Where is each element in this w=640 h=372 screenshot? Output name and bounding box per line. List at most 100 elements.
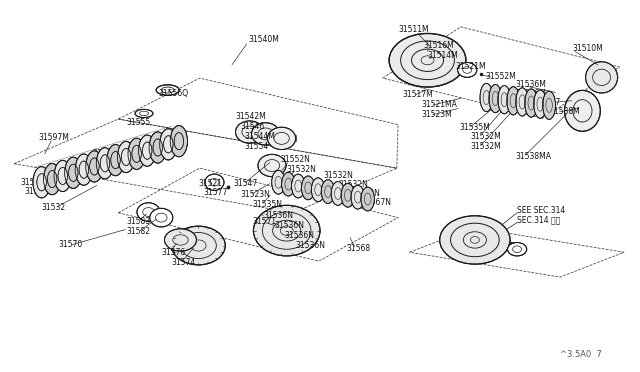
Text: 31532M: 31532M: [470, 142, 501, 151]
Ellipse shape: [268, 127, 296, 150]
Ellipse shape: [86, 151, 103, 182]
Text: 31516M: 31516M: [424, 41, 454, 50]
Ellipse shape: [132, 145, 141, 163]
Ellipse shape: [440, 216, 510, 264]
Ellipse shape: [525, 89, 538, 117]
Text: 31532M: 31532M: [470, 132, 501, 141]
Text: 31521: 31521: [198, 179, 223, 187]
Text: 31532: 31532: [42, 203, 66, 212]
Text: 31568: 31568: [347, 244, 371, 253]
Text: 31574: 31574: [172, 258, 196, 267]
Text: 31547: 31547: [234, 179, 258, 187]
Text: 31536M: 31536M: [515, 80, 546, 89]
Ellipse shape: [252, 123, 280, 145]
Ellipse shape: [47, 170, 57, 188]
Text: 31542M: 31542M: [236, 112, 266, 121]
Ellipse shape: [37, 174, 46, 191]
Ellipse shape: [164, 136, 173, 153]
Ellipse shape: [586, 62, 618, 93]
Ellipse shape: [236, 121, 264, 143]
Ellipse shape: [139, 135, 156, 166]
Ellipse shape: [258, 154, 286, 177]
Text: 31535N: 31535N: [253, 200, 283, 209]
Text: 31536M: 31536M: [515, 89, 546, 98]
Text: SEE SEC.314: SEE SEC.314: [517, 206, 565, 215]
Ellipse shape: [33, 167, 51, 198]
Text: 31535M: 31535M: [460, 123, 490, 132]
Ellipse shape: [135, 109, 153, 118]
Text: 31583: 31583: [127, 217, 151, 226]
Text: 31554: 31554: [244, 142, 269, 151]
Text: 31567N: 31567N: [362, 198, 392, 207]
Text: 31538MA: 31538MA: [515, 152, 551, 161]
Text: 31577: 31577: [204, 188, 228, 197]
Text: 31582: 31582: [127, 227, 151, 236]
Text: 31595M: 31595M: [24, 187, 55, 196]
Text: 31536N: 31536N: [274, 221, 304, 230]
Ellipse shape: [564, 90, 600, 131]
Text: 31532N: 31532N: [323, 171, 353, 180]
Text: 31510M: 31510M: [573, 44, 604, 53]
Ellipse shape: [534, 90, 547, 118]
Ellipse shape: [150, 208, 173, 227]
Ellipse shape: [351, 185, 365, 209]
Ellipse shape: [489, 84, 502, 113]
Ellipse shape: [507, 87, 520, 115]
Ellipse shape: [143, 142, 152, 159]
Text: 31598: 31598: [20, 178, 45, 187]
Ellipse shape: [301, 176, 315, 200]
Ellipse shape: [271, 170, 285, 194]
Ellipse shape: [498, 86, 511, 114]
Ellipse shape: [543, 91, 556, 119]
Ellipse shape: [292, 174, 305, 198]
Ellipse shape: [253, 205, 320, 256]
Text: 31532N: 31532N: [287, 165, 317, 174]
Ellipse shape: [153, 139, 163, 156]
Text: 31511M: 31511M: [398, 25, 429, 34]
Ellipse shape: [137, 203, 160, 221]
Text: 31523N: 31523N: [240, 190, 270, 199]
Text: 31532N: 31532N: [338, 180, 368, 189]
Ellipse shape: [118, 141, 135, 173]
Text: 31536N: 31536N: [285, 231, 315, 240]
Text: 31521M: 31521M: [456, 62, 486, 71]
Ellipse shape: [128, 138, 145, 170]
Ellipse shape: [54, 160, 72, 192]
Ellipse shape: [160, 129, 177, 160]
Text: 31517M: 31517M: [402, 90, 433, 99]
Text: 31555: 31555: [127, 118, 151, 127]
Text: 31544M: 31544M: [244, 132, 275, 141]
Text: 31532N: 31532N: [351, 189, 381, 198]
Text: 31537: 31537: [536, 98, 561, 107]
Ellipse shape: [172, 226, 225, 265]
Text: 31552M: 31552M: [485, 72, 516, 81]
Ellipse shape: [458, 62, 477, 77]
Ellipse shape: [76, 154, 93, 185]
Ellipse shape: [516, 88, 529, 116]
Ellipse shape: [205, 174, 224, 190]
Text: ^3.5A0  7: ^3.5A0 7: [560, 350, 602, 359]
Ellipse shape: [68, 164, 78, 182]
Ellipse shape: [164, 229, 196, 251]
Ellipse shape: [100, 155, 109, 172]
Ellipse shape: [389, 33, 466, 87]
Text: 31552N: 31552N: [280, 155, 310, 164]
Text: 31521MA: 31521MA: [421, 100, 457, 109]
Ellipse shape: [122, 148, 131, 166]
Ellipse shape: [174, 132, 184, 150]
Ellipse shape: [341, 183, 355, 207]
Text: 31536N: 31536N: [296, 241, 326, 250]
Ellipse shape: [44, 164, 61, 195]
Text: 31596: 31596: [93, 149, 117, 158]
Ellipse shape: [156, 85, 179, 95]
Text: 31571: 31571: [253, 217, 277, 226]
Text: 31514M: 31514M: [428, 51, 458, 60]
Ellipse shape: [170, 126, 188, 157]
Ellipse shape: [149, 132, 166, 163]
Text: 31556Q: 31556Q: [159, 89, 189, 97]
Ellipse shape: [111, 151, 120, 169]
Ellipse shape: [65, 157, 82, 189]
Ellipse shape: [321, 180, 335, 203]
Ellipse shape: [282, 172, 295, 196]
Text: 31546: 31546: [240, 122, 264, 131]
